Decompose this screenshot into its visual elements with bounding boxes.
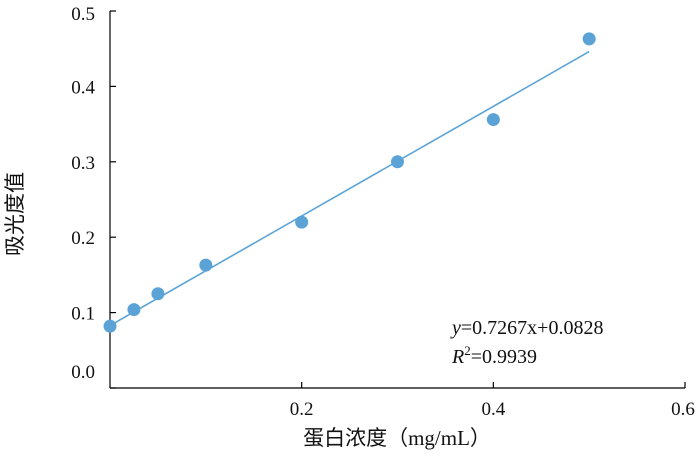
r-squared-value: =0.9939: [471, 346, 537, 368]
regression-equation: y=0.7267x+0.0828: [450, 317, 603, 339]
data-point: [199, 258, 213, 272]
x-tick-label: 0.6: [671, 399, 695, 420]
data-points: [103, 32, 596, 333]
data-point: [391, 155, 404, 169]
y-tick-label: 0.4: [71, 77, 95, 98]
r-squared-superscript: 2: [464, 343, 471, 358]
x-axis-title: 蛋白浓度（mg/mL）: [303, 426, 491, 450]
regression-line: [109, 50, 590, 327]
data-point: [295, 215, 309, 229]
x-axis-ticks: 0.2 0.4 0.6: [290, 382, 695, 420]
y-axis-title: 吸光度值: [3, 172, 27, 256]
data-point: [486, 113, 500, 127]
data-point: [151, 287, 165, 301]
y-tick-label: 0.5: [71, 4, 95, 25]
r-squared-variable: R: [451, 346, 464, 368]
y-tick-label: 0.0: [71, 362, 95, 383]
r-squared: R2=0.9939: [451, 343, 537, 368]
data-point: [127, 303, 141, 317]
x-tick-label: 0.2: [290, 399, 314, 420]
equation-text: =0.7267x+0.0828: [461, 317, 604, 339]
x-tick-label: 0.4: [481, 399, 505, 420]
y-tick-label: 0.2: [71, 228, 95, 249]
data-point: [103, 319, 117, 333]
y-tick-label: 0.1: [71, 304, 95, 325]
data-point: [582, 32, 596, 46]
y-axis-ticks: 0.0 0.1 0.2 0.3 0.4 0.5: [71, 4, 116, 389]
y-tick-label: 0.3: [71, 153, 95, 174]
equation-variable: y: [450, 317, 461, 339]
